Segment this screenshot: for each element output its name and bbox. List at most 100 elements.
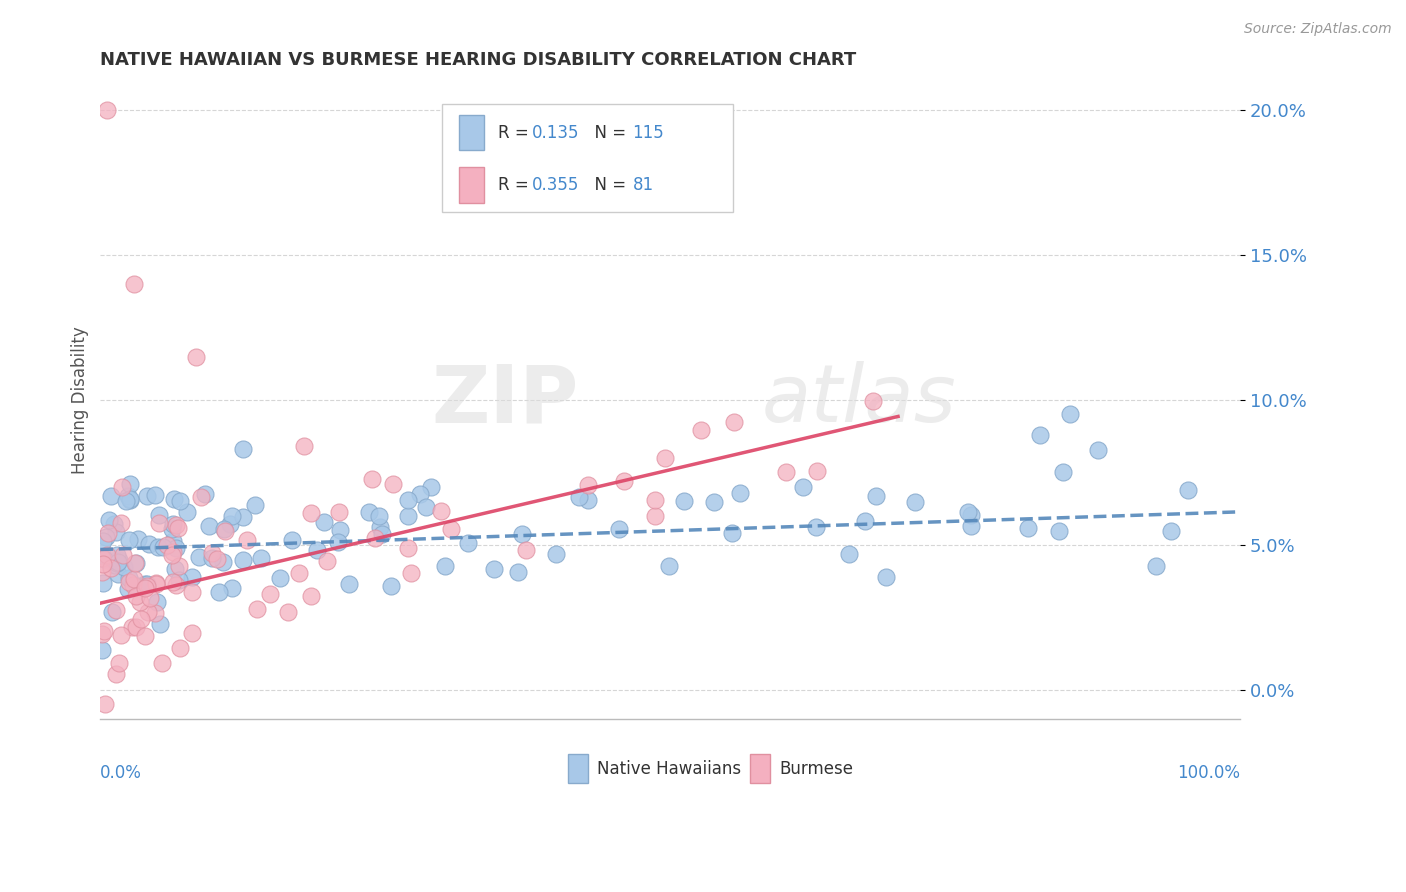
Point [97,513,120,527]
Point [94,530,117,544]
Point [91,642,114,657]
Point [1160,524,1182,538]
Point [162,533,184,548]
Point [1059,408,1081,422]
Point [104,558,127,572]
Text: 115: 115 [633,124,664,142]
Point [145,595,167,609]
Point [337,577,360,591]
Point [792,480,814,494]
Point [245,498,267,512]
Point [305,543,328,558]
Point [607,522,630,536]
Point [576,478,599,492]
Point [703,495,725,509]
Point [181,570,204,584]
Point [219,517,242,532]
Point [546,547,568,561]
Point [165,541,187,555]
Point [515,543,537,558]
Point [94,697,117,711]
Point [613,474,636,488]
Point [287,566,309,580]
Point [108,657,131,671]
Point [292,439,315,453]
Point [160,549,183,563]
Point [382,476,405,491]
Point [433,559,456,574]
Point [728,486,751,500]
Point [482,562,505,576]
Point [232,442,254,457]
Point [127,532,149,546]
Point [134,576,156,591]
Point [775,465,797,479]
Point [169,494,191,508]
Point [804,520,827,534]
Point [194,487,217,501]
Point [865,489,887,503]
Point [117,489,139,503]
Point [361,472,384,486]
Point [162,544,184,558]
Point [122,578,145,592]
Point [91,551,114,566]
Point [148,508,170,522]
Text: atlas: atlas [761,361,956,439]
Point [249,551,271,566]
Point [232,552,254,566]
Point [658,558,681,573]
Point [110,516,132,531]
Point [103,554,125,568]
Text: ZIP: ZIP [432,361,579,439]
Point [104,603,127,617]
Point [1017,521,1039,535]
Point [960,508,983,523]
Point [117,582,139,596]
Point [368,508,391,523]
Point [146,541,169,555]
Point [315,554,337,568]
Point [299,589,322,603]
Point [136,605,159,619]
Text: Source: ZipAtlas.com: Source: ZipAtlas.com [1244,22,1392,37]
Point [214,524,236,538]
Text: Burmese: Burmese [779,760,853,778]
Point [457,536,479,550]
Point [135,577,157,591]
Point [108,553,131,567]
Point [328,505,350,519]
Point [165,578,187,592]
Point [118,491,141,506]
Point [690,423,713,437]
Text: R =: R = [498,176,534,194]
Point [187,550,209,565]
Point [654,451,676,466]
Bar [568,755,588,783]
Point [118,574,141,589]
Point [440,522,463,536]
Point [184,350,207,364]
Point [1052,465,1074,479]
Point [221,582,243,596]
Point [506,565,529,579]
Point [512,527,534,541]
Point [128,595,150,609]
FancyBboxPatch shape [443,103,733,212]
Y-axis label: Hearing Disability: Hearing Disability [72,326,89,475]
Point [125,579,148,593]
Point [1087,443,1109,458]
Point [368,520,391,534]
Point [415,500,437,514]
Point [1047,524,1070,538]
Point [212,555,235,569]
Text: NATIVE HAWAIIAN VS BURMESE HEARING DISABILITY CORRELATION CHART: NATIVE HAWAIIAN VS BURMESE HEARING DISAB… [100,51,856,69]
Point [281,533,304,548]
Point [94,552,117,566]
Point [103,516,125,531]
Point [329,523,352,537]
Text: 0.0%: 0.0% [100,764,142,781]
Point [221,509,243,524]
Point [105,524,128,539]
Point [169,640,191,655]
